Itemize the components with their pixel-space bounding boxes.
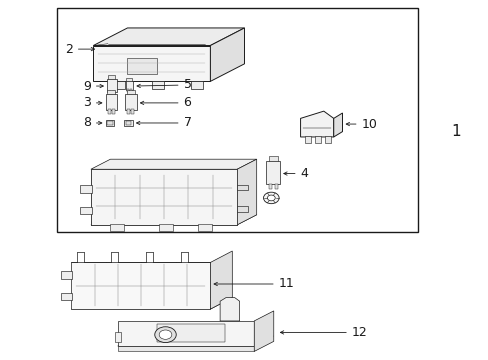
Bar [157,324,224,342]
Bar [112,91,115,96]
Bar [80,207,92,214]
Bar [107,121,113,125]
Text: 7: 7 [136,117,191,130]
Text: 11: 11 [214,278,294,291]
Bar [61,293,72,300]
Bar [107,90,115,94]
Polygon shape [93,28,244,45]
Polygon shape [118,336,273,346]
Bar [113,81,125,89]
Bar [110,224,124,231]
Bar [112,109,115,114]
Text: 1: 1 [451,124,461,139]
Text: 6: 6 [140,96,191,109]
Polygon shape [91,169,237,225]
Bar [125,94,137,110]
Circle shape [155,327,176,343]
Bar [305,136,311,143]
Bar [152,81,163,89]
Bar [125,81,133,90]
Bar [268,156,277,161]
Polygon shape [118,346,254,351]
Bar [105,120,114,126]
Polygon shape [71,298,232,309]
Polygon shape [220,298,239,321]
Polygon shape [91,159,256,169]
Bar [159,224,172,231]
Bar [127,109,130,114]
Polygon shape [210,251,232,309]
Circle shape [267,195,275,201]
Bar [266,161,280,184]
Polygon shape [118,321,254,346]
Bar [130,89,132,93]
Bar [126,78,132,81]
Text: 2: 2 [65,42,94,55]
Bar [190,81,203,89]
Bar [268,184,271,189]
Text: 9: 9 [83,80,103,93]
Bar [61,271,72,279]
Bar [91,169,97,225]
Circle shape [159,330,171,339]
Bar [105,94,117,110]
Polygon shape [91,215,256,225]
Bar [124,120,133,126]
Bar [127,58,157,74]
Text: 5: 5 [137,78,191,91]
Polygon shape [93,45,210,81]
Bar [127,90,135,94]
Bar [80,185,92,193]
Bar [131,109,134,114]
Bar [237,185,247,190]
Text: 4: 4 [283,167,308,180]
Polygon shape [237,159,256,225]
Bar [108,75,115,78]
Polygon shape [210,28,244,81]
Bar [57,8,417,232]
Bar [237,206,247,212]
Polygon shape [333,113,342,137]
Bar [198,224,211,231]
Polygon shape [254,311,273,351]
Bar [274,184,277,189]
Circle shape [263,192,279,204]
Bar [109,91,111,96]
Bar [115,332,121,342]
Text: 8: 8 [83,117,102,130]
Bar [325,136,330,143]
Bar [108,109,111,114]
Bar [315,136,321,143]
Polygon shape [300,111,333,137]
Text: 10: 10 [346,118,377,131]
Bar [107,78,117,92]
Bar [127,89,129,93]
Bar [98,169,237,174]
Text: 12: 12 [280,326,367,339]
Bar [125,121,131,125]
Polygon shape [71,262,210,309]
Text: 3: 3 [83,96,102,109]
Bar [91,221,237,225]
